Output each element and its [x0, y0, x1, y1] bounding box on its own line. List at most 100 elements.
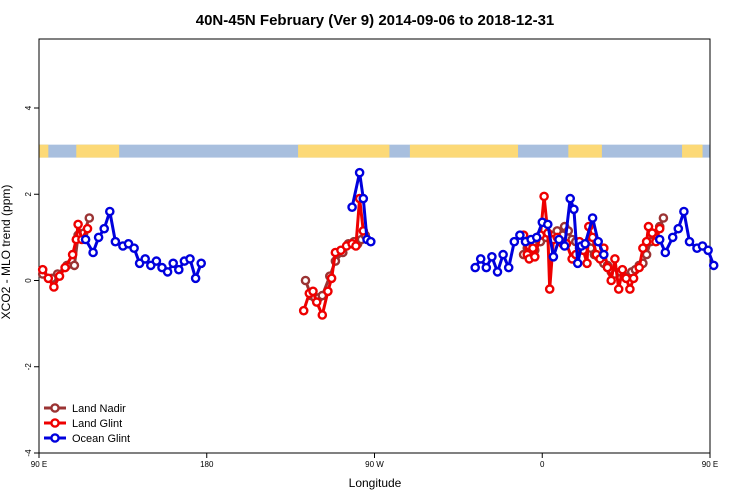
- land-glint-point: [67, 249, 78, 260]
- land-glint-point: [298, 305, 309, 316]
- land-glint-point: [323, 286, 333, 297]
- land-glint-point: [647, 228, 658, 238]
- land-band-segment: [76, 144, 120, 158]
- ocean-glint-point: [354, 167, 365, 178]
- legend-marker: [50, 418, 60, 428]
- land-glint-point: [60, 262, 70, 273]
- ocean-glint-point: [105, 206, 115, 217]
- land-glint-point: [73, 219, 83, 230]
- ocean-glint-point: [93, 232, 104, 243]
- land-band-segment: [568, 144, 602, 158]
- land-glint-point: [49, 282, 59, 292]
- ocean-glint-point: [673, 223, 684, 234]
- ocean-glint-point: [654, 234, 665, 245]
- ocean-glint-point: [110, 236, 121, 247]
- land-band-segment: [39, 144, 49, 158]
- legend-item-land-nadir: Land Nadir: [44, 403, 126, 415]
- ocean-glint-point: [481, 262, 492, 273]
- ocean-glint-point: [684, 236, 695, 247]
- ocean-glint-point: [572, 258, 583, 269]
- ocean-glint-point: [548, 251, 559, 262]
- legend-item-ocean-glint: Ocean Glint: [44, 433, 130, 445]
- land-glint-point: [530, 251, 540, 262]
- land-glint-point: [654, 223, 665, 234]
- land-glint-point: [628, 273, 639, 284]
- land-glint-point: [613, 284, 624, 294]
- ocean-glint-point: [703, 245, 713, 256]
- series-ocean-glint: [80, 167, 719, 284]
- ocean-glint-point: [679, 206, 689, 217]
- ocean-glint-point: [173, 264, 184, 275]
- ocean-glint-line: [84, 210, 203, 280]
- ocean-glint-point: [531, 232, 542, 243]
- ocean-glint-point: [593, 236, 604, 247]
- land-nadir-point: [658, 213, 669, 223]
- land-glint-point: [606, 275, 617, 286]
- land-band-segment: [682, 144, 703, 158]
- legend-label: Land Nadir: [72, 403, 126, 415]
- ocean-glint-point: [580, 238, 590, 249]
- ocean-glint-point: [492, 267, 503, 277]
- legend-label: Land Glint: [72, 418, 122, 430]
- land-glint-point: [641, 236, 652, 247]
- land-glint-point: [539, 191, 549, 202]
- land-band-segment: [409, 144, 519, 158]
- y-tick-label: -2: [24, 363, 33, 371]
- ocean-glint-point: [569, 204, 579, 215]
- ocean-glint-point: [475, 254, 486, 264]
- plot-frame: [38, 38, 711, 454]
- ocean-glint-point: [498, 249, 508, 260]
- x-axis-label: Longitude: [349, 476, 402, 490]
- land-band-segment: [298, 144, 390, 158]
- land-glint-point: [43, 273, 54, 284]
- land-glint-point: [602, 262, 613, 273]
- ocean-glint-point: [190, 273, 201, 284]
- land-glint-point: [621, 273, 631, 284]
- ocean-glint-point: [587, 213, 598, 223]
- legend-marker: [50, 403, 60, 413]
- ocean-glint-point: [185, 254, 195, 264]
- ocean-glint-point: [565, 193, 576, 204]
- ocean-glint-point: [503, 262, 514, 273]
- ocean-glint-point: [708, 260, 719, 271]
- ocean-glint-point: [554, 234, 564, 245]
- y-tick-label: 4: [24, 105, 33, 110]
- land-glint-point: [326, 273, 337, 284]
- ocean-glint-point: [470, 262, 481, 273]
- ocean-glint-point: [196, 258, 206, 269]
- land-nadir-point: [84, 213, 95, 223]
- x-tick-label: 90 E: [702, 460, 718, 469]
- legend-item-land-glint: Land Glint: [44, 418, 122, 430]
- ocean-glint-point: [162, 267, 173, 277]
- ocean-glint-point: [509, 236, 520, 247]
- ocean-glint-point: [129, 243, 139, 253]
- legend: Land Nadir Land Glint Ocean Glint: [44, 403, 130, 445]
- land-glint-point: [582, 258, 592, 269]
- legend-label: Ocean Glint: [72, 433, 130, 445]
- ocean-glint-point: [358, 193, 369, 204]
- ocean-glint-point: [80, 234, 91, 245]
- y-tick-label: 0: [24, 278, 33, 283]
- ocean-glint-point: [99, 223, 109, 234]
- land-ocean-band: [39, 144, 710, 158]
- ocean-glint-point: [599, 249, 609, 260]
- ocean-glint-point: [88, 247, 98, 258]
- x-tick-label: 0: [540, 460, 545, 469]
- ocean-glint-point: [543, 219, 553, 230]
- land-glint-point: [37, 264, 48, 275]
- ocean-glint-point: [487, 251, 497, 262]
- land-glint-point: [82, 223, 93, 234]
- chart-title: 40N-45N February (Ver 9) 2014-09-06 to 2…: [196, 12, 555, 29]
- ocean-glint-point: [151, 256, 162, 266]
- land-nadir-point: [69, 260, 80, 271]
- x-tick-label: 90 W: [365, 460, 384, 469]
- y-tick-label: -4: [24, 449, 33, 457]
- land-glint-point: [311, 297, 322, 307]
- land-glint-point: [634, 262, 645, 273]
- legend-marker: [50, 433, 60, 443]
- ocean-glint-point: [365, 236, 376, 247]
- x-tick-label: 180: [200, 460, 214, 469]
- ocean-glint-point: [347, 202, 357, 212]
- y-axis-label: XCO2 - MLO trend (ppm): [0, 185, 13, 320]
